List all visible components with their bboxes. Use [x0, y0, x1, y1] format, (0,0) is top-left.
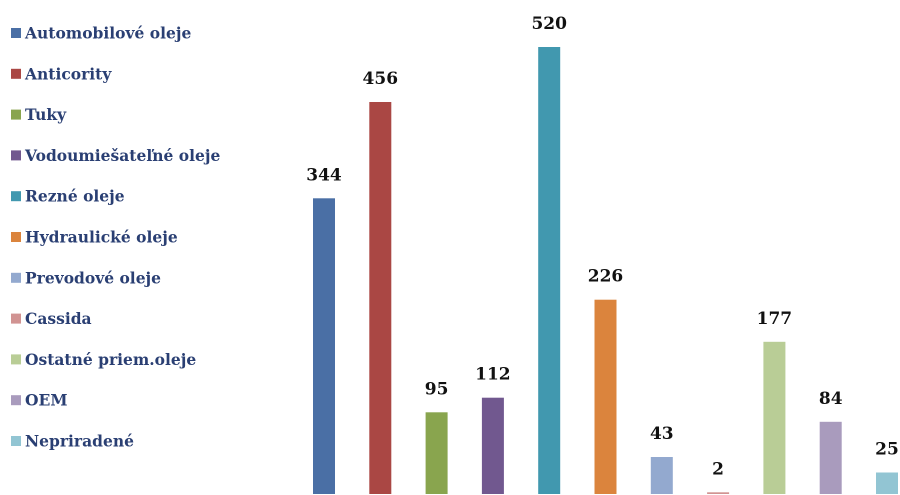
legend-label: Cassida: [25, 309, 92, 328]
data-label: 43: [650, 424, 674, 444]
legend-swatch: [11, 109, 21, 120]
bar: [707, 492, 730, 494]
legend-swatch: [11, 395, 21, 406]
bar: [876, 472, 898, 494]
legend-swatch: [11, 28, 21, 38]
legend-swatch: [11, 150, 21, 161]
data-label: 112: [475, 365, 511, 385]
legend-swatch: [11, 232, 21, 242]
bar: [425, 412, 448, 494]
legend-swatch: [11, 68, 21, 79]
bar: [481, 397, 504, 494]
legend-swatch: [11, 191, 21, 202]
legend: Automobilové oleje Anticority Tuky Vodoumie…: [11, 24, 220, 451]
data-label: 226: [588, 267, 624, 287]
data-label: 344: [306, 165, 342, 185]
legend-label: Vodoumiešateľné oleje: [24, 146, 220, 165]
data-label: 2: [712, 459, 724, 479]
legend-label: Anticority: [24, 64, 112, 83]
legend-swatch: [11, 436, 21, 446]
legend-swatch: [11, 272, 21, 283]
legend-label: Ostatné priem.oleje: [25, 350, 196, 369]
legend-label: Hydraulické oleje: [25, 228, 178, 247]
legend-swatch: [11, 313, 21, 324]
data-label: 84: [819, 389, 843, 409]
legend-label: Nepriradené: [25, 432, 134, 451]
data-label: 456: [363, 69, 399, 89]
bar: [594, 299, 617, 494]
plot-area: 344 456 95 112 520 226 43 2 177 84 25: [306, 14, 899, 495]
bar: [369, 102, 392, 494]
legend-label: Automobilové oleje: [24, 24, 191, 43]
bar: [538, 47, 561, 494]
bar: [763, 341, 786, 494]
data-label: 177: [757, 309, 793, 329]
legend-label: Tuky: [25, 105, 67, 124]
bar: [313, 198, 335, 495]
bar: [819, 421, 842, 494]
bar: [650, 457, 673, 494]
data-label: 520: [531, 14, 567, 34]
data-label: 95: [425, 379, 449, 399]
data-label: 25: [875, 440, 899, 460]
legend-label: Prevodové oleje: [25, 268, 161, 287]
legend-swatch: [11, 354, 21, 365]
legend-label: Rezné oleje: [25, 187, 125, 206]
legend-label: OEM: [25, 391, 67, 410]
